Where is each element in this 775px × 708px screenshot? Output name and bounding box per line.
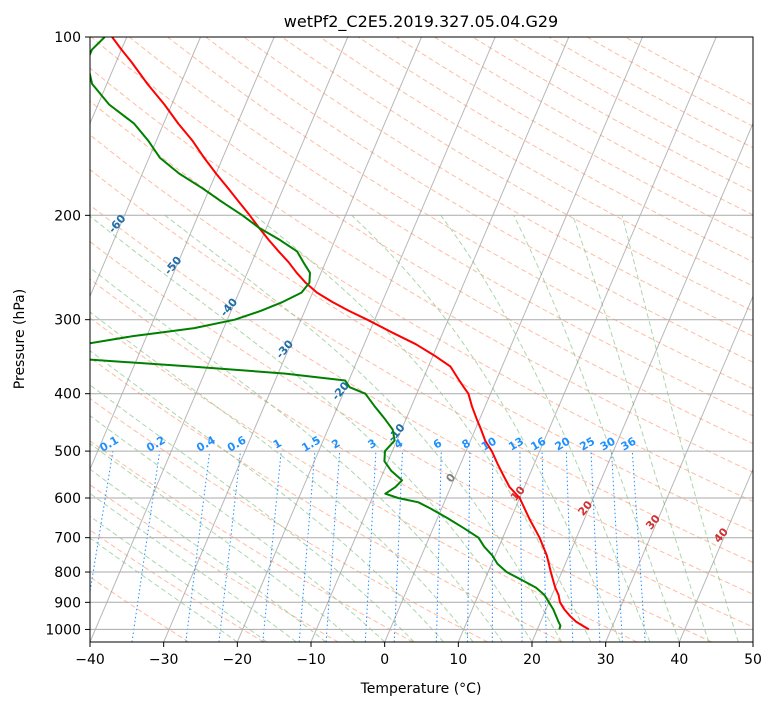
y-tick-label: 800 — [54, 565, 81, 581]
isotherm-line — [605, 295, 753, 642]
dry-adiabat-line — [90, 37, 753, 445]
x-tick-label: 30 — [597, 652, 615, 668]
moist-adiabat-line — [572, 215, 710, 642]
isotherm-line — [384, 37, 643, 642]
y-tick-label: 700 — [54, 531, 81, 547]
isotherm-line — [457, 37, 717, 642]
mixing-ratio-line — [131, 451, 161, 642]
dry-adiabat-line — [281, 37, 753, 312]
dry-adiabat-line — [90, 168, 753, 564]
y-tick-label: 400 — [54, 387, 81, 403]
isotherm-line — [90, 37, 275, 471]
dry-adiabat-line — [548, 37, 753, 149]
profile-series — [90, 37, 590, 631]
x-tick-label: 50 — [744, 652, 762, 668]
y-tick-label: 100 — [54, 30, 81, 46]
isotherm-line — [90, 37, 349, 642]
moist-adiabats — [90, 214, 739, 642]
dry-adiabat-line — [357, 37, 753, 263]
x-tick-label: 20 — [523, 652, 541, 668]
isotherm-line — [90, 37, 201, 298]
y-tick-label: 500 — [54, 444, 81, 460]
pressure-gridlines — [90, 37, 753, 630]
moist-adiabat-line — [90, 267, 503, 642]
dry-adiabat-line — [472, 37, 753, 193]
moist-adiabat-line — [90, 215, 533, 642]
x-tick-label: 40 — [670, 652, 688, 668]
dry-adiabat-line — [90, 440, 414, 642]
moist-adiabat-line — [90, 350, 444, 642]
dry-adiabat-line — [205, 37, 753, 363]
dry-adiabat-line — [90, 278, 712, 642]
moist-adiabat-line — [90, 492, 297, 642]
temperature-profile-line — [111, 37, 590, 631]
isotherm-line — [163, 37, 422, 642]
axes: −40 −30 −20 −10 0 10 20 30 40 50 100 200 300 400 500 60… — [45, 30, 762, 668]
dry-adiabat-line — [90, 241, 753, 628]
dry-adiabat-line — [90, 67, 753, 473]
x-tick-label: −20 — [223, 652, 253, 668]
moist-adiabat-line — [90, 311, 474, 642]
chart-title: wetPf2_C2E5.2019.327.05.04.G29 — [284, 12, 558, 32]
plot-area: 0.10.20.40.611.52346810131620253036-100-… — [90, 37, 753, 642]
dry-adiabat-line — [129, 37, 753, 417]
x-tick-label: −10 — [296, 652, 326, 668]
isotherm-line — [678, 467, 753, 642]
dewpoint-profile-line — [90, 37, 562, 630]
y-tick-label: 900 — [54, 595, 81, 611]
dry-adiabat-line — [90, 204, 753, 595]
moist-adiabat-line — [164, 214, 562, 642]
x-axis-label: Temperature (°C) — [360, 681, 482, 697]
mixing-ratio-lines — [90, 451, 646, 642]
moist-adiabat-line — [90, 468, 327, 642]
isotherm-line — [236, 37, 496, 642]
dry-adiabat-line — [90, 317, 638, 642]
y-tick-label: 200 — [54, 208, 81, 224]
moist-adiabat-line — [440, 215, 651, 642]
moist-adiabat-line — [90, 415, 386, 642]
moist-adiabat-line — [90, 537, 238, 642]
x-tick-label: −40 — [75, 652, 105, 668]
x-tick-label: 0 — [380, 652, 389, 668]
plot-frame — [89, 36, 754, 643]
x-tick-label: 10 — [449, 652, 467, 668]
x-tick-label: −30 — [149, 652, 179, 668]
dry-adiabats — [90, 37, 753, 642]
dry-adiabat-line — [396, 37, 753, 239]
y-tick-label: 1000 — [45, 622, 81, 638]
isotherm-line — [531, 122, 753, 642]
dry-adiabat-line — [90, 134, 753, 533]
y-tick-label: 300 — [54, 313, 81, 329]
moist-adiabat-line — [513, 215, 680, 642]
moist-adiabat-line — [621, 215, 739, 642]
y-axis-label: Pressure (hPa) — [12, 289, 28, 389]
dry-adiabat-line — [510, 37, 753, 171]
isotherms — [90, 37, 753, 642]
moist-adiabat-line — [254, 214, 592, 642]
dry-adiabat-line — [90, 529, 264, 642]
mixing-ratio-line — [185, 451, 211, 642]
isotherm-line — [310, 37, 570, 642]
mixing-ratio-line — [218, 451, 241, 642]
moist-adiabat-line — [90, 442, 356, 642]
mixing-ratio-line — [90, 451, 114, 595]
moist-adiabat-line — [351, 214, 621, 642]
dry-adiabat-line — [167, 37, 753, 390]
dry-adiabat-line — [90, 484, 339, 642]
y-tick-label: 600 — [54, 491, 81, 507]
dry-adiabat-line — [243, 37, 753, 337]
